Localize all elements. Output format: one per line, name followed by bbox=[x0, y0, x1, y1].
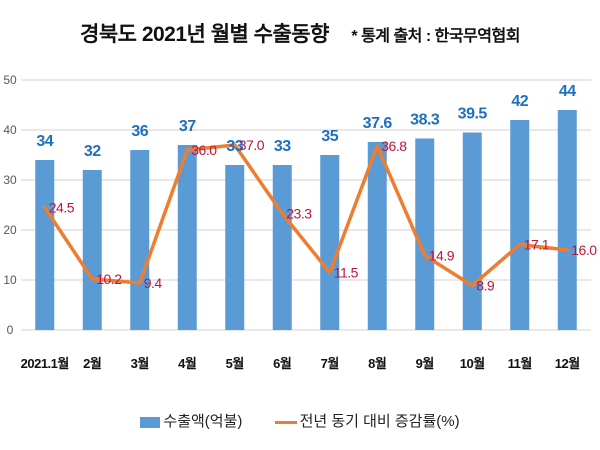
x-tick-label: 8월 bbox=[368, 356, 386, 371]
line-data-label: 9.4 bbox=[144, 275, 163, 291]
y-tick-label: 10 bbox=[3, 273, 17, 287]
line-data-label: 10.2 bbox=[96, 271, 122, 287]
line-data-label: 16.0 bbox=[571, 242, 597, 258]
bar bbox=[367, 142, 387, 330]
y-tick-label: 50 bbox=[3, 73, 17, 87]
bar-data-label: 35 bbox=[321, 128, 338, 145]
bar-data-label: 37.6 bbox=[363, 115, 393, 132]
x-axis-ticks: 2021.1월 2월 3월 4월 5월 6월 7월 8월 9월 10월 11월 12월 bbox=[21, 356, 581, 371]
bar-data-labels: 34 32 36 37 33 33 35 37.6 38.3 39.5 42 44 bbox=[36, 83, 576, 160]
chart-title: 경북도 2021년 월별 수출동향 bbox=[80, 23, 329, 46]
bar-data-label: 32 bbox=[84, 143, 101, 160]
bar-data-label: 33 bbox=[226, 138, 243, 155]
bar bbox=[82, 170, 102, 330]
bar bbox=[272, 165, 292, 330]
bar bbox=[510, 120, 530, 330]
line-data-label: 36.0 bbox=[191, 142, 217, 158]
bar bbox=[130, 150, 150, 330]
bar-data-label: 44 bbox=[559, 83, 576, 100]
legend-bar-swatch bbox=[140, 416, 161, 428]
legend-bar-label: 수출액(억불) bbox=[163, 413, 243, 430]
legend-item-line: 전년 동기 대비 증감률(%) bbox=[274, 410, 460, 431]
y-tick-label: 20 bbox=[3, 223, 17, 237]
x-tick-label: 12월 bbox=[555, 356, 580, 371]
x-tick-label: 3월 bbox=[131, 356, 149, 371]
line-path bbox=[43, 143, 569, 288]
bar bbox=[320, 155, 340, 330]
line-data-label: 37.0 bbox=[239, 137, 265, 153]
bar-data-label: 34 bbox=[36, 133, 53, 150]
x-tick-label: 2월 bbox=[83, 356, 101, 371]
bar-data-label: 33 bbox=[274, 138, 291, 155]
line-data-label: 24.5 bbox=[49, 200, 75, 216]
x-tick-label: 11월 bbox=[508, 356, 532, 371]
x-tick-label: 10월 bbox=[460, 356, 485, 371]
x-tick-label: 7월 bbox=[321, 356, 339, 371]
bar bbox=[462, 132, 482, 330]
bar bbox=[557, 110, 577, 330]
y-tick-label: 30 bbox=[3, 173, 17, 187]
bar bbox=[225, 165, 245, 330]
bar bbox=[35, 160, 55, 330]
x-tick-label: 6월 bbox=[273, 356, 291, 371]
bar-data-label: 39.5 bbox=[458, 106, 488, 123]
line-data-label: 11.5 bbox=[334, 265, 359, 281]
bar-data-label: 42 bbox=[511, 93, 528, 110]
line-data-label: 23.3 bbox=[286, 206, 312, 222]
line-series bbox=[43, 143, 569, 288]
line-data-label: 36.8 bbox=[381, 138, 407, 154]
x-tick-label: 9월 bbox=[416, 356, 434, 371]
line-data-label: 8.9 bbox=[476, 278, 495, 294]
x-tick-label: 4월 bbox=[178, 356, 196, 371]
chart-subtitle-source: * 통계 출처 : 한국무역협회 bbox=[351, 28, 520, 45]
legend-line-swatch bbox=[274, 420, 297, 424]
line-data-label: 14.9 bbox=[429, 248, 455, 264]
legend: 수출액(억불) 전년 동기 대비 증감률(%) bbox=[0, 410, 600, 431]
y-axis-ticks: 0 10 20 30 40 50 bbox=[3, 73, 17, 337]
legend-line-label: 전년 동기 대비 증감률(%) bbox=[299, 413, 460, 430]
y-tick-label: 0 bbox=[7, 323, 14, 337]
legend-item-bar: 수출액(억불) bbox=[140, 410, 242, 431]
x-tick-label: 2021.1월 bbox=[21, 356, 69, 371]
chart-title-row: 경북도 2021년 월별 수출동향 * 통계 출처 : 한국무역협회 bbox=[0, 18, 600, 48]
bar bbox=[177, 145, 197, 330]
line-data-labels: 24.5 10.2 9.4 36.0 37.0 23.3 11.5 36.8 14.9 8.9 17… bbox=[49, 137, 598, 294]
x-tick-label: 5월 bbox=[226, 356, 244, 371]
bar bbox=[415, 138, 435, 330]
y-tick-label: 40 bbox=[3, 123, 17, 137]
bar-data-label: 36 bbox=[131, 123, 148, 140]
bar-data-label: 37 bbox=[179, 118, 196, 135]
line-data-label: 17.1 bbox=[524, 237, 550, 253]
bar-data-label: 38.3 bbox=[410, 112, 440, 129]
bar-series bbox=[35, 110, 577, 330]
